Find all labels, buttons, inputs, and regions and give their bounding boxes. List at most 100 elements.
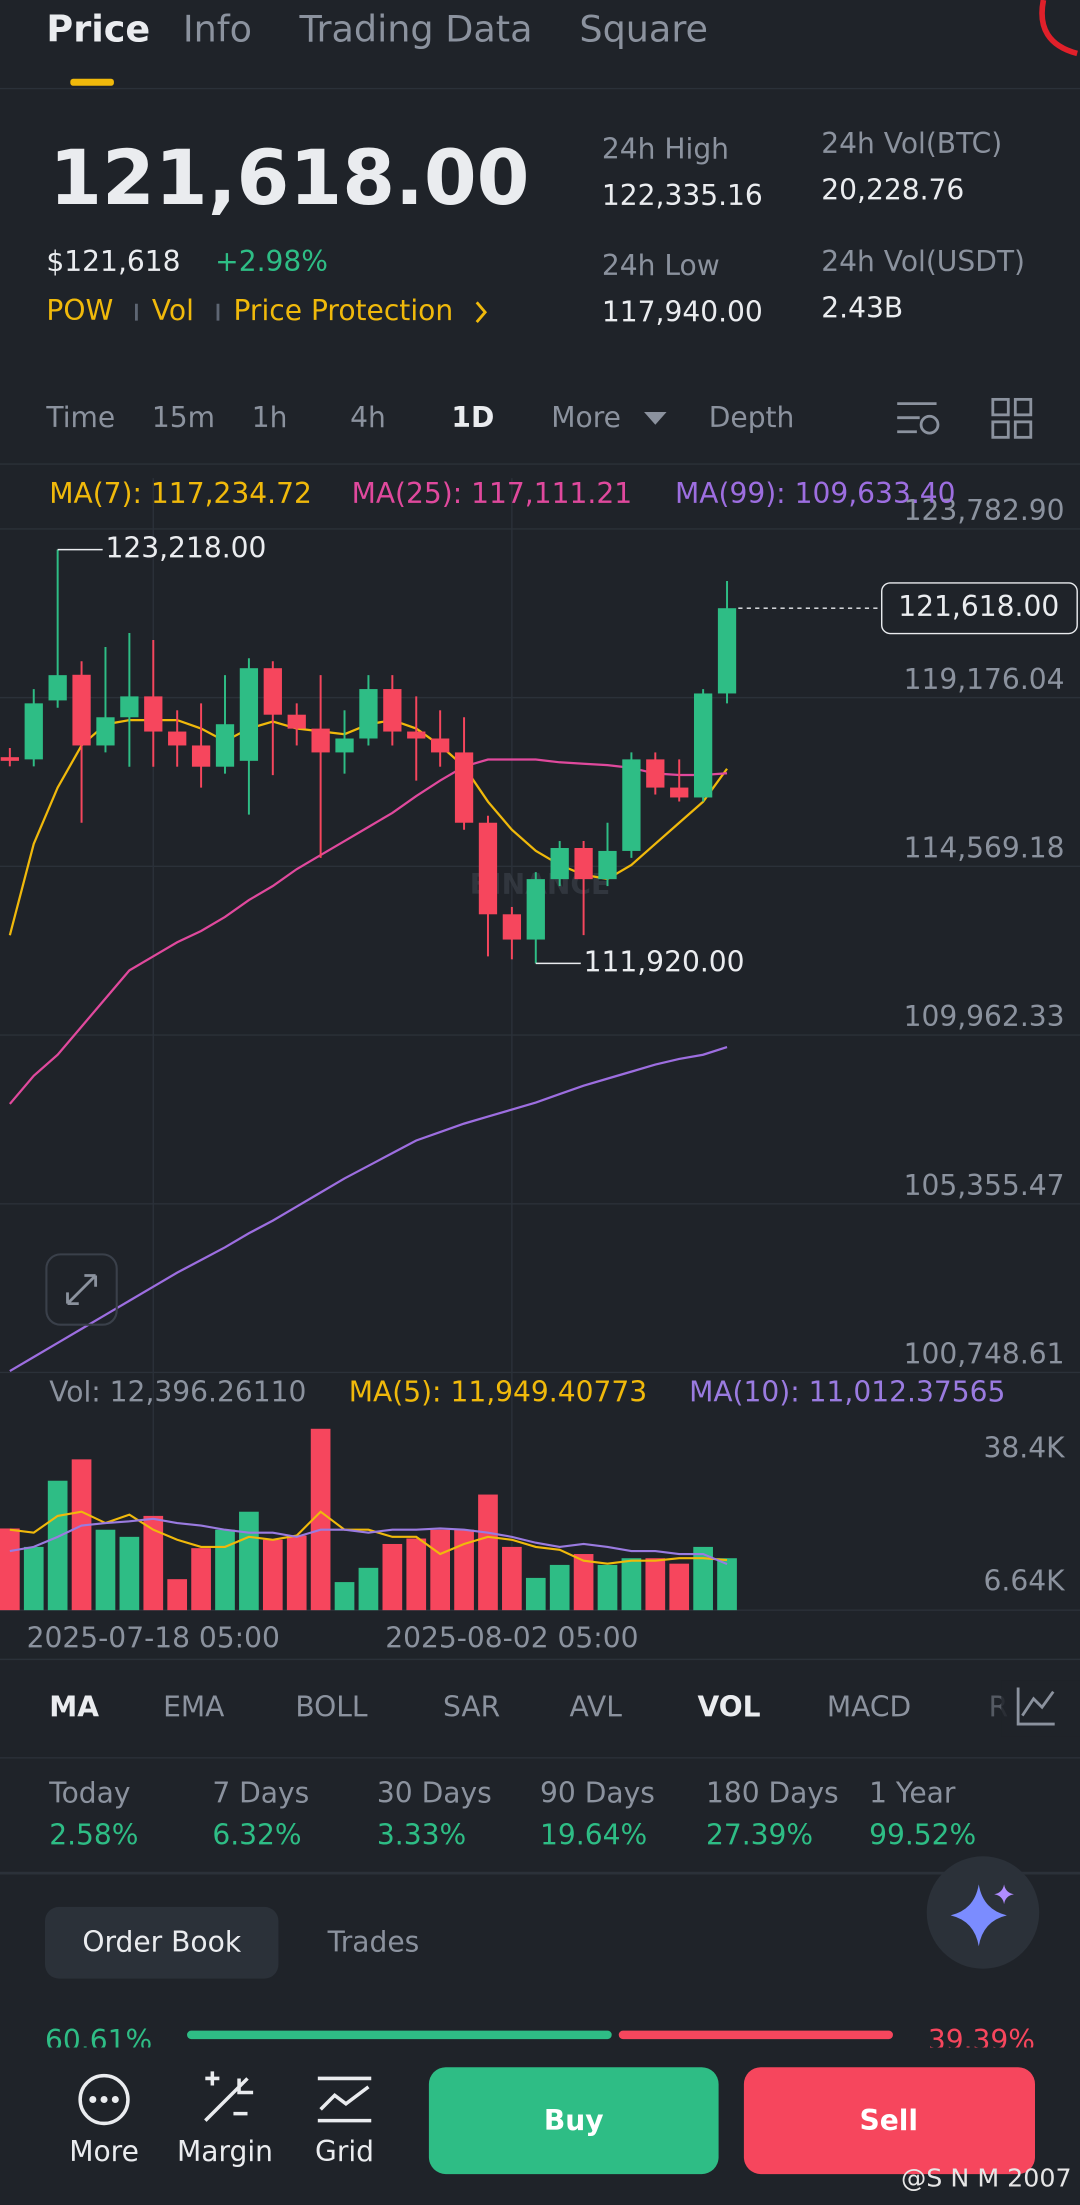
- interval[interactable]: 15m: [152, 401, 215, 434]
- nav-label[interactable]: Grid: [315, 2135, 374, 2168]
- fade: [1001, 1680, 1080, 1737]
- buy-label[interactable]: Buy: [544, 2104, 604, 2137]
- candle-body: [383, 689, 402, 732]
- candle-body: [574, 848, 593, 880]
- return-label: 7 Days: [212, 1776, 309, 1809]
- sparkle-icon: [950, 1884, 1007, 1947]
- candle-body: [0, 757, 19, 761]
- interval[interactable]: More: [551, 401, 621, 434]
- x-tick-label: 2025-08-02 05:00: [385, 1622, 638, 1655]
- volume-bar: [71, 1459, 92, 1611]
- volume-bar: [215, 1529, 235, 1611]
- indicator[interactable]: MA: [49, 1691, 99, 1724]
- volume-ma-line: [9, 1517, 728, 1566]
- return-label: 180 Days: [706, 1776, 839, 1809]
- candle-body: [622, 759, 641, 851]
- candle-body: [24, 703, 43, 760]
- tag[interactable]: POW: [46, 294, 113, 327]
- candle-body: [287, 714, 306, 729]
- chevron: [475, 301, 488, 323]
- candle-body: [144, 696, 163, 732]
- volume-bar: [382, 1543, 403, 1611]
- volume-bar: [573, 1554, 594, 1611]
- indicator[interactable]: VOL: [698, 1691, 761, 1724]
- candle-body: [168, 731, 187, 746]
- separator: [216, 303, 220, 321]
- interval[interactable]: Depth: [709, 401, 795, 434]
- return-label: Today: [48, 1776, 130, 1809]
- return-value: 27.39%: [706, 1819, 813, 1852]
- settings-icon[interactable]: [897, 402, 940, 435]
- tab[interactable]: Trading Data: [299, 7, 533, 50]
- nav-label[interactable]: Margin: [177, 2135, 273, 2168]
- interval[interactable]: 1h: [252, 401, 288, 434]
- credit: @S N M 2007: [901, 2164, 1072, 2193]
- tab[interactable]: Square: [579, 7, 708, 50]
- candle-body: [407, 731, 426, 739]
- candle-body: [239, 668, 259, 761]
- stat-value: 117,940.00: [602, 296, 763, 329]
- book-tab[interactable]: Trades: [327, 1925, 420, 1958]
- indicator[interactable]: SAR: [443, 1691, 500, 1724]
- buy-button[interactable]: [428, 2067, 719, 2175]
- expand-button[interactable]: [45, 1253, 118, 1326]
- indicator[interactable]: AVL: [570, 1691, 623, 1724]
- candle-body: [478, 822, 498, 915]
- volume-bar: [478, 1494, 498, 1611]
- candle-body: [263, 668, 282, 715]
- layout-icon[interactable]: [991, 397, 1033, 439]
- return-value: 2.58%: [49, 1819, 138, 1852]
- volume-bar: [406, 1538, 427, 1611]
- sell-button[interactable]: [743, 2067, 1035, 2175]
- volume-bar: [167, 1579, 188, 1611]
- candle-body: [431, 738, 450, 753]
- candle-body: [526, 879, 545, 940]
- candle-body: [96, 717, 115, 746]
- book-tab[interactable]: Order Book: [82, 1925, 241, 1958]
- return-label: 90 Days: [540, 1776, 655, 1809]
- sell-label[interactable]: Sell: [859, 2104, 918, 2137]
- volume-bar: [143, 1515, 164, 1611]
- tab-pill: [45, 1906, 279, 1979]
- interval[interactable]: Time: [45, 401, 115, 434]
- volume-bar: [645, 1558, 666, 1611]
- candle-body: [717, 608, 737, 694]
- tab[interactable]: Price: [46, 7, 150, 50]
- return-label: 1 Year: [869, 1776, 956, 1809]
- return-value: 3.33%: [377, 1819, 466, 1852]
- volume-bar: [286, 1535, 307, 1611]
- tab-indicator: [70, 78, 114, 86]
- ma-line: [9, 1046, 728, 1373]
- candle-body: [670, 787, 689, 798]
- volume-ma-line: [9, 1510, 728, 1565]
- volume-bar: [454, 1529, 474, 1611]
- volume-bar: [310, 1428, 331, 1611]
- last-price-box: [881, 582, 1078, 635]
- volume-bar: [334, 1582, 355, 1611]
- indicator[interactable]: MACD: [827, 1691, 911, 1724]
- indicator[interactable]: BOLL: [295, 1691, 368, 1724]
- return-value: 99.52%: [869, 1819, 976, 1852]
- stat-value: 20,228.76: [821, 173, 964, 206]
- indicator[interactable]: EMA: [163, 1691, 224, 1724]
- candle-body: [215, 724, 235, 767]
- volume-bar: [502, 1546, 522, 1611]
- interval[interactable]: 1D: [451, 401, 494, 434]
- interval[interactable]: 4h: [350, 401, 386, 434]
- volume-bar: [262, 1539, 283, 1611]
- candle-body: [550, 848, 569, 880]
- nav-label[interactable]: More: [69, 2135, 139, 2168]
- y-tick-label: 114,569.18: [904, 831, 1065, 864]
- x-tick-label: 2025-07-18 05:00: [27, 1622, 280, 1655]
- indicator-settings-icon[interactable]: [1016, 1687, 1055, 1726]
- tag[interactable]: Price Protection: [233, 294, 453, 327]
- ma-legend: MA(25): 117,111.21: [352, 477, 633, 510]
- volume-bar: [717, 1558, 737, 1611]
- candle-body: [191, 745, 211, 767]
- volume-bar: [597, 1564, 618, 1611]
- tag[interactable]: Vol: [152, 294, 194, 327]
- return-value: 6.32%: [212, 1819, 301, 1852]
- tab[interactable]: Info: [183, 7, 252, 50]
- candle-body: [454, 752, 474, 823]
